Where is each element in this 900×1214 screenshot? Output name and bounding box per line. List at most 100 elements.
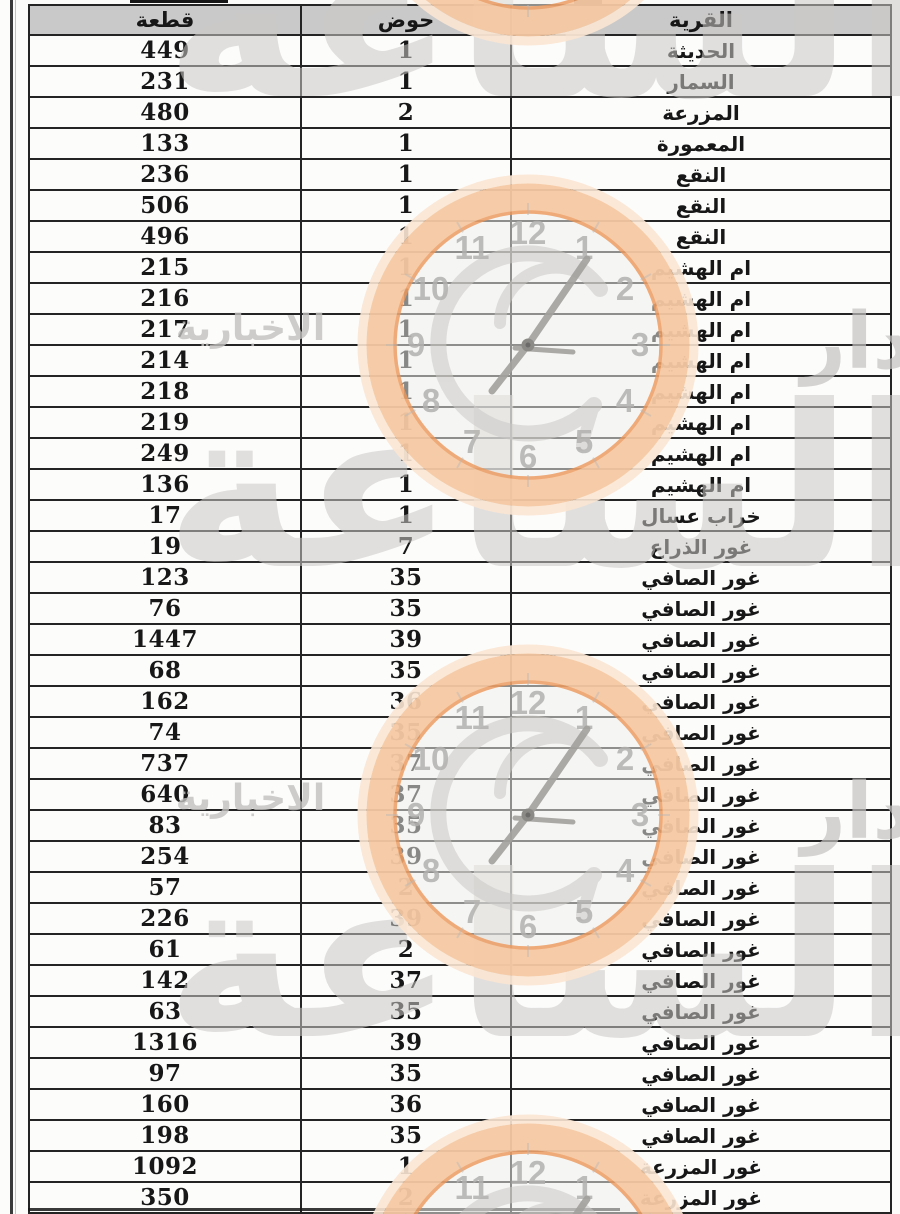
table-cell-basin: 36 [300, 685, 512, 718]
table-row: 737 37 غور الصافي [28, 747, 892, 780]
table-cell-basin: 1 [300, 158, 512, 191]
table-row: 449 1 الحديثة [28, 34, 892, 67]
table-cell-basin: 39 [300, 1026, 512, 1059]
table-row: 231 1 السمار [28, 65, 892, 98]
table-row: 216 1 ام الهشيم [28, 282, 892, 315]
table-row: 19 7 غور الذراع [28, 530, 892, 563]
table-cell-village: غور الصافي [510, 871, 892, 904]
table-cell-parcel: 97 [28, 1057, 302, 1090]
table-cell-basin: 35 [300, 592, 512, 625]
table-cell-basin: 35 [300, 995, 512, 1028]
page-margin-rule-secondary [15, 0, 16, 1214]
table-row: 76 35 غور الصافي [28, 592, 892, 625]
table-row: 123 35 غور الصافي [28, 561, 892, 594]
table-row: 61 2 غور الصافي [28, 933, 892, 966]
table-row: 217 1 ام الهشيم [28, 313, 892, 346]
table-row: 136 1 ام الهشيم [28, 468, 892, 501]
table-cell-basin: 39 [300, 902, 512, 935]
column-header-village: القرية [510, 4, 892, 36]
table-cell-village: غور الصافي [510, 1057, 892, 1090]
table-cell-village: غور الصافي [510, 747, 892, 780]
table-row: 68 35 غور الصافي [28, 654, 892, 687]
table-row: 496 1 النقع [28, 220, 892, 253]
table-cell-village: غور الصافي [510, 809, 892, 842]
table-cell-basin: 1 [300, 220, 512, 253]
table-cell-basin: 35 [300, 716, 512, 749]
table-cell-parcel: 160 [28, 1088, 302, 1121]
table-cell-basin: 1 [300, 1150, 512, 1183]
table-row: 198 35 غور الصافي [28, 1119, 892, 1152]
table-cell-parcel: 214 [28, 344, 302, 377]
table-row: 249 1 ام الهشيم [28, 437, 892, 470]
table-cell-parcel: 142 [28, 964, 302, 997]
table-cell-village: غور الذراع [510, 530, 892, 563]
table-cell-village: ام الهشيم [510, 344, 892, 377]
table-cell-basin: 37 [300, 747, 512, 780]
table-cell-basin: 1 [300, 313, 512, 346]
table-row: 162 36 غور الصافي [28, 685, 892, 718]
table-row: 133 1 المعمورة [28, 127, 892, 160]
scan-artifact [574, 0, 602, 4]
table-cell-village: ام الهشيم [510, 468, 892, 501]
table-cell-basin: 1 [300, 406, 512, 439]
table-row: 640 37 غور الصافي [28, 778, 892, 811]
table-cell-parcel: 136 [28, 468, 302, 501]
table-cell-basin: 39 [300, 840, 512, 873]
table-cell-village: المزرعة [510, 96, 892, 129]
table-row: 1316 39 غور الصافي [28, 1026, 892, 1059]
table-cell-parcel: 737 [28, 747, 302, 780]
table-cell-village: غور الصافي [510, 995, 892, 1028]
table-cell-parcel: 61 [28, 933, 302, 966]
table-cell-parcel: 74 [28, 716, 302, 749]
table-cell-village: غور الصافي [510, 933, 892, 966]
table-cell-parcel: 236 [28, 158, 302, 191]
table-cell-parcel: 218 [28, 375, 302, 408]
table-cell-basin: 35 [300, 561, 512, 594]
table-cell-parcel: 57 [28, 871, 302, 904]
table-row: 480 2 المزرعة [28, 96, 892, 129]
table-cell-parcel: 1316 [28, 1026, 302, 1059]
scan-artifact [28, 1208, 620, 1211]
table-row: 215 1 ام الهشيم [28, 251, 892, 284]
table-cell-parcel: 449 [28, 34, 302, 67]
table-cell-parcel: 83 [28, 809, 302, 842]
table-cell-village: غور الصافي [510, 592, 892, 625]
table-cell-village: السمار [510, 65, 892, 98]
table-cell-parcel: 217 [28, 313, 302, 346]
table-row: 17 1 خراب عسال [28, 499, 892, 532]
table-row: 226 39 غور الصافي [28, 902, 892, 935]
parcel-table: قطعة حوض القرية 449 1 الحديثة 231 1 السمار 480… [28, 4, 892, 1214]
table-cell-basin: 1 [300, 499, 512, 532]
table-cell-basin: 1 [300, 468, 512, 501]
table-cell-parcel: 76 [28, 592, 302, 625]
column-header-parcel: قطعة [28, 4, 302, 36]
table-cell-village: غور الصافي [510, 778, 892, 811]
table-cell-parcel: 17 [28, 499, 302, 532]
table-cell-basin: 37 [300, 778, 512, 811]
table-cell-basin: 36 [300, 1088, 512, 1121]
scan-artifact [130, 0, 228, 3]
table-cell-basin: 1 [300, 437, 512, 470]
table-cell-village: ام الهشيم [510, 375, 892, 408]
table-cell-basin: 37 [300, 964, 512, 997]
table-cell-basin: 35 [300, 809, 512, 842]
table-cell-parcel: 162 [28, 685, 302, 718]
table-cell-parcel: 506 [28, 189, 302, 222]
table-cell-parcel: 231 [28, 65, 302, 98]
page-margin-rule [10, 0, 13, 1214]
table-cell-parcel: 19 [28, 530, 302, 563]
table-cell-basin: 1 [300, 251, 512, 284]
table-cell-village: غور الصافي [510, 1088, 892, 1121]
table-cell-parcel: 1092 [28, 1150, 302, 1183]
table-cell-basin: 1 [300, 375, 512, 408]
table-row: 1447 39 غور الصافي [28, 623, 892, 656]
table-cell-parcel: 254 [28, 840, 302, 873]
table-cell-parcel: 68 [28, 654, 302, 687]
table-cell-village: المعمورة [510, 127, 892, 160]
table-cell-basin: 35 [300, 654, 512, 687]
table-row: 142 37 غور الصافي [28, 964, 892, 997]
table-row: 218 1 ام الهشيم [28, 375, 892, 408]
table-row: 236 1 النقع [28, 158, 892, 191]
table-cell-parcel: 640 [28, 778, 302, 811]
table-cell-village: ام الهشيم [510, 313, 892, 346]
